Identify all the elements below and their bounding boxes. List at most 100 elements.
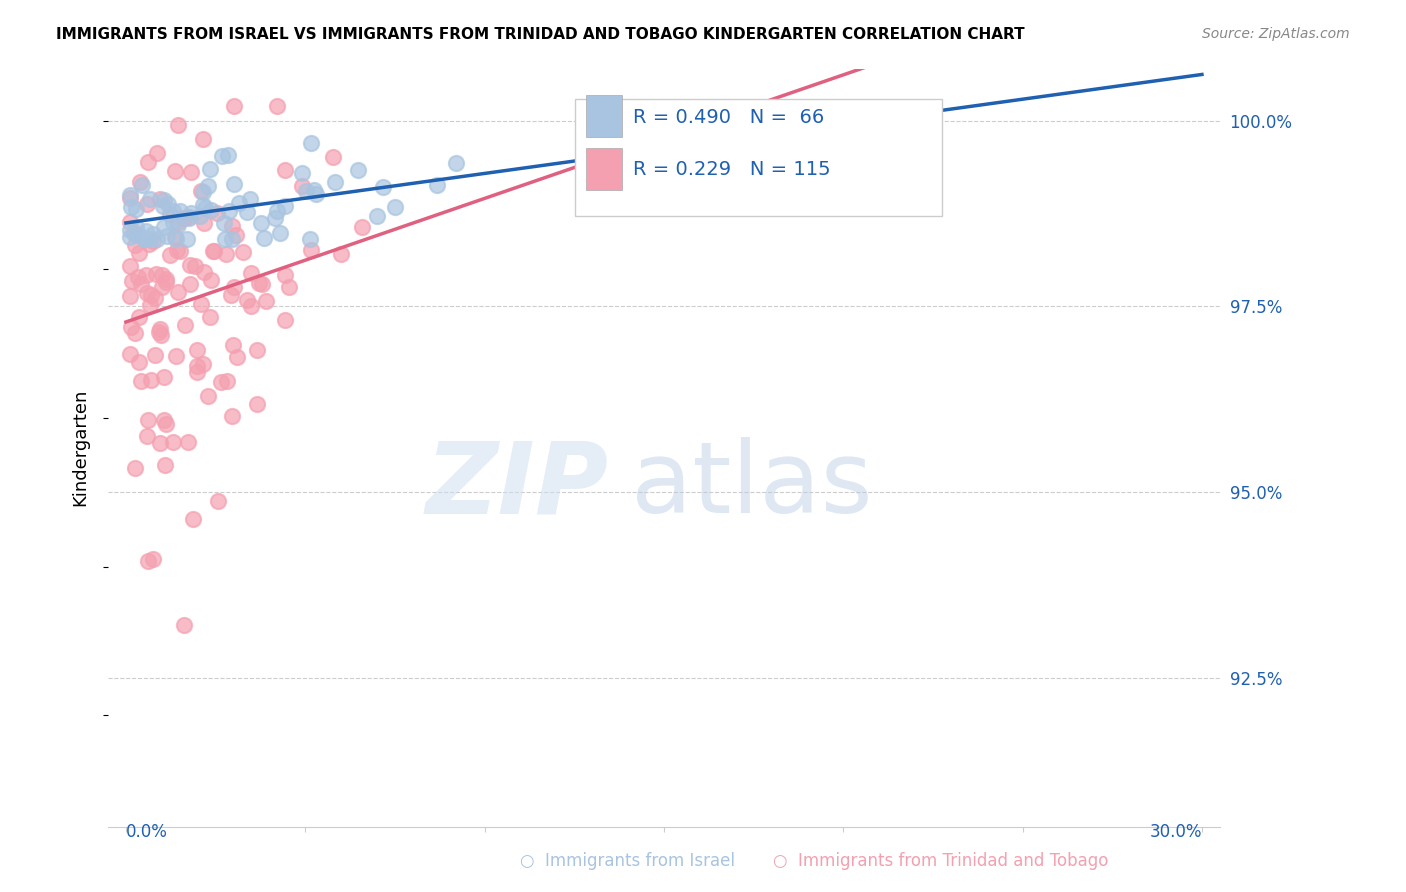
Text: 0.0%: 0.0% — [127, 823, 167, 841]
Point — [209, 375, 232, 389]
Point — [366, 209, 388, 223]
Point — [444, 156, 467, 170]
Point — [252, 231, 274, 245]
Point — [129, 277, 152, 291]
Point — [159, 206, 181, 220]
Point — [146, 232, 169, 246]
Point — [346, 163, 368, 178]
Point — [193, 216, 215, 230]
Point — [295, 184, 318, 198]
Point — [186, 359, 208, 373]
Point — [152, 370, 174, 384]
Point — [266, 204, 288, 219]
Point — [197, 178, 219, 193]
Point — [254, 294, 277, 309]
Point — [128, 227, 150, 242]
Point — [218, 203, 240, 218]
Point — [157, 196, 180, 211]
Point — [138, 237, 160, 252]
Point — [118, 289, 141, 303]
Point — [305, 186, 328, 201]
Point — [212, 216, 235, 230]
Point — [197, 389, 219, 403]
Point — [274, 268, 297, 282]
Point — [191, 132, 214, 146]
Point — [177, 211, 200, 225]
Point — [142, 227, 165, 241]
Point — [129, 175, 152, 189]
Point — [221, 232, 243, 246]
Point — [135, 224, 157, 238]
FancyBboxPatch shape — [575, 99, 942, 217]
Point — [169, 244, 191, 258]
Point — [291, 166, 314, 180]
Point — [173, 618, 195, 632]
Point — [125, 227, 148, 242]
Point — [181, 512, 204, 526]
Point — [186, 366, 208, 380]
Point — [125, 202, 148, 216]
Point — [153, 193, 176, 207]
Point — [322, 150, 344, 164]
Point — [120, 200, 142, 214]
Point — [191, 357, 214, 371]
Point — [224, 280, 246, 294]
Point — [200, 272, 222, 286]
Point — [149, 327, 172, 342]
Text: Source: ZipAtlas.com: Source: ZipAtlas.com — [1202, 27, 1350, 41]
Point — [202, 244, 225, 258]
Point — [142, 552, 165, 566]
Point — [202, 244, 225, 259]
Point — [274, 313, 297, 327]
Point — [186, 343, 208, 358]
Point — [135, 268, 157, 282]
Point — [225, 228, 247, 243]
Point — [149, 322, 172, 336]
Point — [155, 275, 177, 289]
Point — [217, 148, 239, 162]
Point — [373, 179, 395, 194]
Point — [120, 320, 142, 334]
Point — [120, 187, 142, 202]
Point — [215, 247, 238, 261]
Point — [131, 178, 153, 192]
Point — [143, 291, 166, 305]
Point — [274, 163, 297, 178]
Point — [249, 277, 271, 291]
Point — [200, 310, 222, 325]
Point — [190, 297, 212, 311]
Text: atlas: atlas — [630, 437, 872, 534]
Point — [122, 226, 145, 240]
Point — [143, 348, 166, 362]
Point — [207, 494, 229, 508]
Point — [127, 270, 149, 285]
Point — [179, 277, 201, 291]
Point — [180, 205, 202, 219]
FancyBboxPatch shape — [586, 95, 621, 136]
Point — [246, 343, 269, 357]
Point — [180, 165, 202, 179]
Point — [299, 243, 322, 257]
Point — [176, 232, 198, 246]
Point — [118, 191, 141, 205]
Point — [266, 98, 288, 112]
Text: ○  Immigrants from Israel: ○ Immigrants from Israel — [520, 852, 735, 870]
Point — [166, 215, 188, 229]
Point — [235, 205, 257, 219]
FancyBboxPatch shape — [586, 148, 621, 190]
Point — [118, 223, 141, 237]
Point — [142, 235, 165, 249]
Point — [165, 230, 187, 244]
Point — [132, 232, 155, 246]
Point — [250, 215, 273, 229]
Point — [215, 374, 238, 388]
Text: ○  Immigrants from Trinidad and Tobago: ○ Immigrants from Trinidad and Tobago — [773, 852, 1109, 870]
Point — [156, 229, 179, 244]
Point — [269, 227, 291, 241]
Point — [138, 554, 160, 568]
Point — [232, 244, 254, 259]
Point — [179, 258, 201, 272]
Point — [128, 355, 150, 369]
Point — [162, 203, 184, 218]
Point — [298, 232, 321, 246]
